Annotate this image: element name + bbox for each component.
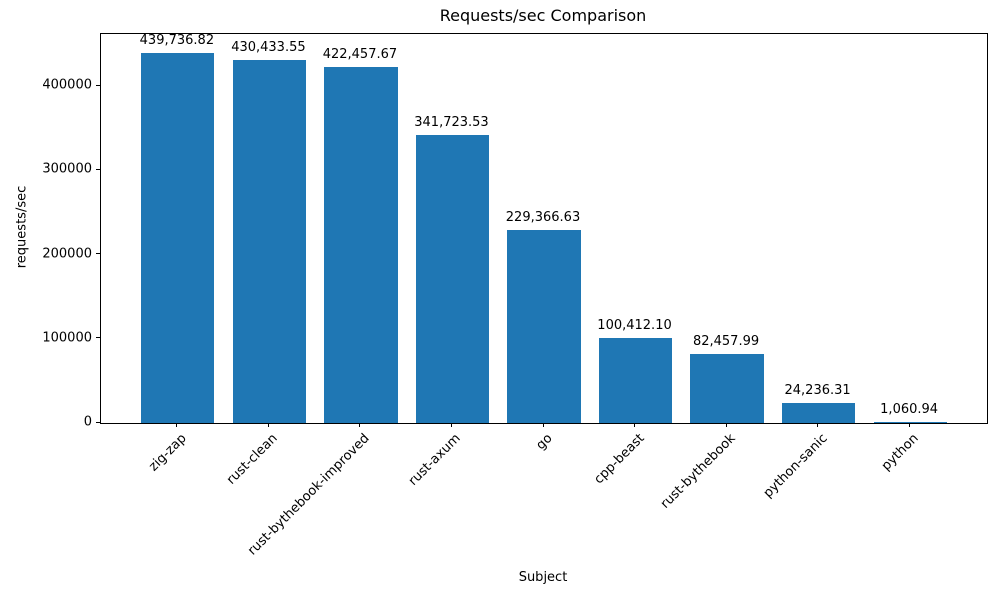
y-tick-mark xyxy=(96,84,100,86)
y-axis-label: requests/sec xyxy=(14,185,30,269)
x-tick-label: python xyxy=(878,431,922,474)
x-tick-mark xyxy=(908,423,910,427)
x-tick-label: go xyxy=(533,431,556,454)
x-tick-mark xyxy=(634,423,636,427)
x-tick-label: rust-axum xyxy=(406,431,465,489)
bar-value-label: 100,412.10 xyxy=(597,318,672,334)
y-tick-mark xyxy=(96,168,100,170)
x-tick-mark xyxy=(542,423,544,427)
x-axis-label: Subject xyxy=(518,570,568,585)
x-tick-label: python-sanic xyxy=(760,431,831,501)
x-tick-label: rust-bythebook xyxy=(657,431,739,512)
x-tick-mark xyxy=(267,423,269,427)
bar xyxy=(324,67,398,423)
bar-value-label: 430,433.55 xyxy=(231,40,306,56)
x-tick-label: rust-clean xyxy=(224,431,282,488)
x-tick-mark xyxy=(450,423,452,427)
x-tick-mark xyxy=(176,423,178,427)
y-tick-label: 200000 xyxy=(42,246,92,261)
bar-value-label: 439,736.82 xyxy=(139,32,215,48)
x-tick-mark xyxy=(359,423,361,427)
bar-value-label: 1,060.94 xyxy=(880,402,939,417)
bar-value-label: 24,236.31 xyxy=(784,382,851,398)
bar-value-label: 82,457.99 xyxy=(692,333,760,349)
y-tick-mark xyxy=(96,337,100,339)
x-tick-mark xyxy=(817,423,819,427)
plot-area xyxy=(100,33,988,424)
bar-value-label: 229,366.63 xyxy=(505,209,581,225)
bar xyxy=(598,338,673,423)
y-tick-label: 0 xyxy=(83,414,92,430)
bar-value-label: 341,723.53 xyxy=(414,115,489,131)
chart-title: Requests/sec Comparison xyxy=(439,6,647,25)
x-tick-label: zig-zap xyxy=(146,431,190,475)
bar-value-label: 422,457.67 xyxy=(322,47,398,63)
bar xyxy=(141,52,215,423)
x-tick-label: cpp-beast xyxy=(590,431,648,488)
y-tick-label: 300000 xyxy=(42,161,92,177)
y-tick-mark xyxy=(96,421,100,423)
y-tick-mark xyxy=(96,253,100,254)
y-tick-label: 100000 xyxy=(42,330,92,346)
bar xyxy=(873,422,947,423)
y-tick-label: 400000 xyxy=(42,77,92,93)
bar xyxy=(232,60,307,423)
bar xyxy=(781,402,856,423)
x-tick-mark xyxy=(725,423,727,427)
bar xyxy=(507,229,581,423)
bar xyxy=(415,135,490,423)
bar xyxy=(690,353,764,423)
